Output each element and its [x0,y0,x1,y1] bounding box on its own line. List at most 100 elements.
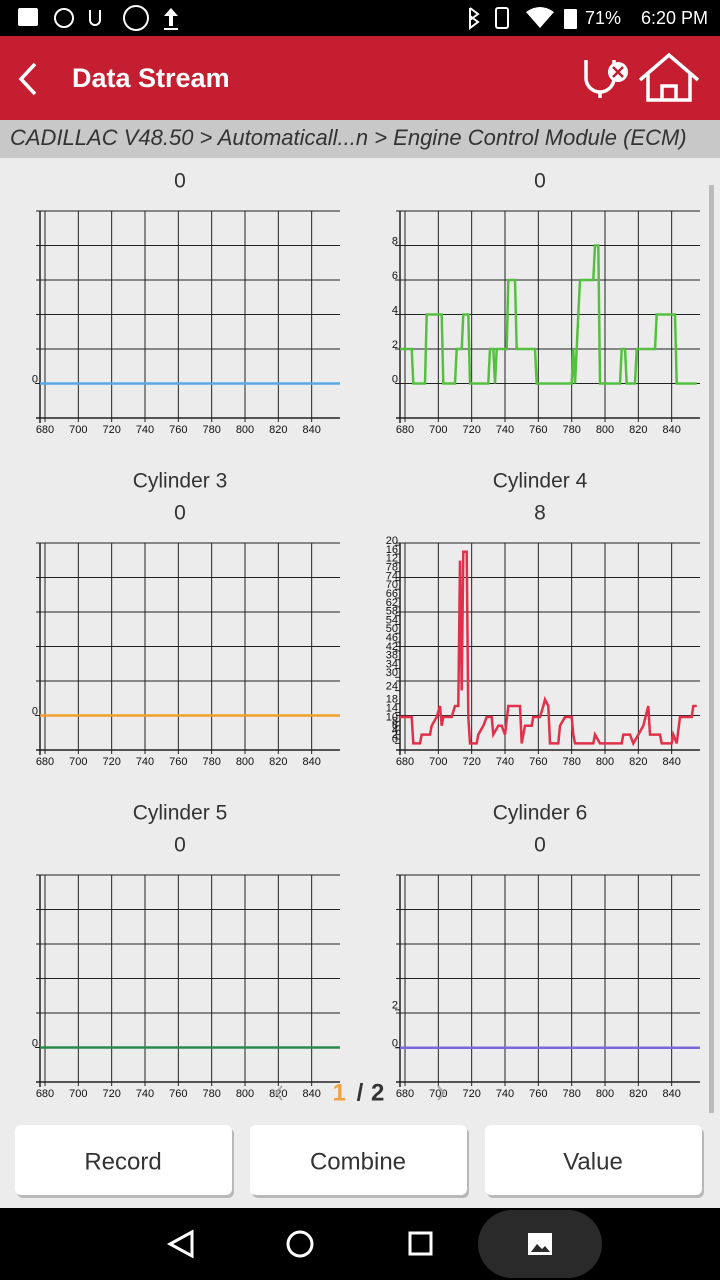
current-value: 0 [534,170,546,193]
diagnose-button[interactable] [584,60,628,98]
button-face [485,1125,702,1195]
y-tick-label: 16 [386,544,398,556]
y-tick-label: 38 [386,650,398,662]
x-tick-label: 820 [269,424,287,436]
x-tick-label: 800 [236,1088,254,1100]
y-tick-label: 0 [32,705,38,717]
y-tick-label: 42 [386,641,398,653]
nav-home[interactable] [286,1230,314,1258]
y-tick-label: 0 [392,373,398,385]
chart-title: Cylinder 4 [493,470,588,493]
y-tick-label: 12 [386,553,398,565]
current-value: 0 [534,834,546,857]
x-tick-label: 720 [462,756,480,768]
x-tick-label: 840 [662,424,680,436]
action-button[interactable]: Combine [250,1125,469,1198]
prev-page[interactable] [274,1085,283,1101]
nav-bar [0,1208,720,1280]
y-tick-label: 66 [386,588,398,600]
x-tick-label: 740 [496,756,514,768]
nav-recents[interactable] [408,1231,433,1256]
pager-current: 1 [333,1079,346,1106]
chart: Cylinder 3 0 680 700 720 740 760 780 800 820 840 0 [32,470,340,768]
y-tick-label: 18 [386,694,398,706]
pager-total: 2 [371,1079,384,1106]
y-tick-label: 4 [392,304,398,316]
x-tick-label: 820 [629,424,647,436]
x-tick-label: 800 [236,756,254,768]
y-tick-label: 34 [386,658,398,670]
x-tick-label: 780 [202,424,220,436]
button-face [15,1125,232,1195]
chart: 0 680 700 720 740 760 780 800 820 840 0 2 4 6 8 [392,170,700,436]
y-tick-label: 8 [392,716,398,728]
action-button[interactable]: Record [15,1125,234,1198]
nav-back[interactable] [166,1229,194,1259]
status-icons [18,5,577,31]
x-tick-label: 760 [529,1088,547,1100]
button-label: Value [563,1148,623,1175]
header-title: Data Stream [72,63,230,93]
y-tick-label: 14 [386,702,398,714]
x-tick-label: 680 [396,756,414,768]
scrollbar [709,185,714,1113]
x-tick-label: 700 [429,756,447,768]
x-tick-label: 780 [202,1088,220,1100]
x-tick-label: 680 [36,756,54,768]
breadcrumb-bar [0,120,720,158]
x-tick-label: 840 [662,1088,680,1100]
home-button[interactable] [638,52,700,102]
x-tick-label: 780 [562,756,580,768]
y-tick-label: 6 [392,720,398,732]
y-tick-label: 8 [392,235,398,247]
y-tick-label: 6 [392,270,398,282]
data-line [400,550,697,747]
x-tick-label: 840 [302,1088,320,1100]
x-tick-label: 780 [562,424,580,436]
x-tick-label: 800 [596,424,614,436]
back-button[interactable] [18,62,37,96]
breadcrumb: CADILLAC V48.50 > Automaticall...n > Eng… [10,125,687,150]
y-tick-label: 0 [392,1038,398,1050]
x-tick-label: 760 [529,424,547,436]
pager-separator: / [357,1079,364,1106]
x-tick-label: 780 [202,756,220,768]
battery-percent: 71% [585,8,621,28]
data-line [400,244,697,385]
button-label: Combine [310,1148,406,1175]
current-value: 0 [174,502,186,525]
x-tick-label: 820 [269,756,287,768]
y-tick-label: 46 [386,632,398,644]
x-tick-label: 720 [102,424,120,436]
y-tick-label: 50 [386,623,398,635]
y-tick-label: 30 [386,667,398,679]
y-tick-label: 62 [386,597,398,609]
x-tick-label: 760 [169,1088,187,1100]
current-value: 0 [174,170,186,193]
y-tick-label: 0 [32,373,38,385]
screenshot-icon [528,1233,552,1255]
y-tick-label: 24 [386,680,398,692]
chart-title: Cylinder 5 [133,802,228,825]
y-tick-label: 58 [386,606,398,618]
y-tick-label: 2 [392,1000,398,1012]
next-page[interactable] [437,1085,446,1101]
x-tick-label: 740 [496,424,514,436]
x-tick-label: 820 [629,756,647,768]
y-tick-label: 54 [386,614,398,626]
x-tick-label: 700 [69,424,87,436]
chart-title: Cylinder 3 [133,470,228,493]
chart: Cylinder 5 0 680 700 720 740 760 780 800 820 840 0 [32,802,340,1100]
status-bar [0,0,720,36]
x-tick-label: 740 [496,1088,514,1100]
button-face [250,1125,467,1195]
action-button[interactable]: Value [485,1125,704,1198]
x-tick-label: 680 [36,424,54,436]
x-tick-label: 760 [169,424,187,436]
y-tick-label: 74 [386,570,398,582]
current-value: 0 [174,834,186,857]
